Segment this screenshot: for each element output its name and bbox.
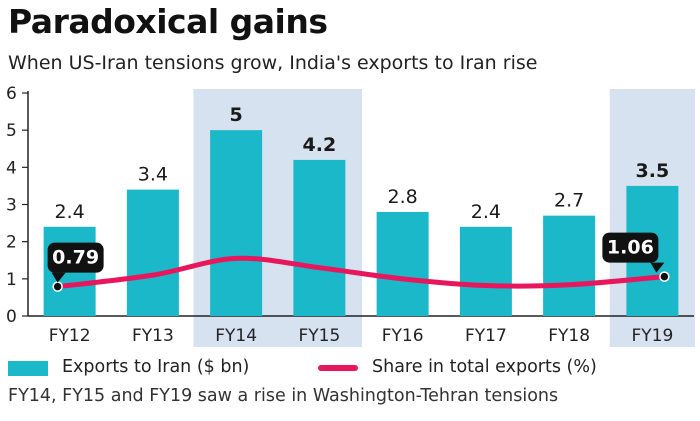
y-tick-label: 6 xyxy=(6,84,17,104)
callout-label: 1.06 xyxy=(607,237,654,259)
x-tick-label: FY19 xyxy=(631,326,673,346)
bar-value-label: 3.4 xyxy=(138,164,168,186)
x-tick-label: FY12 xyxy=(49,326,91,346)
legend-line-label: Share in total exports (%) xyxy=(372,357,597,377)
exports-chart: 0 1 2 3 4 5 6 2.4 FY12 3.4 FY13 5 FY14 4.2 FY15 2.8 FY16… xyxy=(6,84,695,347)
y-tick-label: 5 xyxy=(6,121,17,141)
footnote: FY14, FY15 and FY19 saw a rise in Washin… xyxy=(8,386,559,406)
legend-line-swatch xyxy=(318,365,358,371)
legend-bar-swatch xyxy=(8,361,48,376)
bar-fy14 xyxy=(210,130,263,316)
callout-box xyxy=(47,242,104,273)
callout-label: 0.79 xyxy=(52,247,99,269)
callout-pointer xyxy=(650,262,665,273)
y-tick-label: 0 xyxy=(6,307,17,327)
bar-fy13 xyxy=(126,189,179,316)
bar-value-label: 2.4 xyxy=(55,201,85,223)
x-tick-label: FY17 xyxy=(465,326,507,346)
y-tick-label: 3 xyxy=(6,196,17,216)
callout-pointer xyxy=(51,272,66,283)
bar-fy18 xyxy=(543,215,596,316)
legend: Exports to Iran ($ bn) Share in total ex… xyxy=(8,357,698,383)
legend-bar-label: Exports to Iran ($ bn) xyxy=(62,357,250,377)
bar-fy15 xyxy=(293,159,346,316)
bar-value-label: 3.5 xyxy=(636,160,670,182)
x-tick-label: FY13 xyxy=(132,326,174,346)
bar-value-label: 4.2 xyxy=(303,134,337,156)
chart-title: Paradoxical gains xyxy=(8,2,328,41)
bar-fy17 xyxy=(459,226,512,316)
callout-box xyxy=(602,232,659,263)
x-tick-label: FY18 xyxy=(548,326,590,346)
bar-value-label: 2.7 xyxy=(554,190,584,212)
bar-fy16 xyxy=(376,211,429,316)
chart-subtitle: When US-Iran tensions grow, India's expo… xyxy=(8,52,538,74)
x-tick-label: FY14 xyxy=(215,326,257,346)
x-tick-label: FY16 xyxy=(382,326,424,346)
bar-value-label: 2.8 xyxy=(388,186,418,208)
y-tick-label: 1 xyxy=(6,270,17,290)
bar-value-label: 5 xyxy=(230,104,243,126)
y-tick-label: 4 xyxy=(6,158,17,178)
callout-point xyxy=(659,271,670,282)
x-tick-label: FY15 xyxy=(298,326,340,346)
share-line xyxy=(55,255,667,290)
callout-point xyxy=(52,281,63,292)
y-tick-label: 2 xyxy=(6,233,17,253)
bar-value-label: 2.4 xyxy=(471,201,501,223)
